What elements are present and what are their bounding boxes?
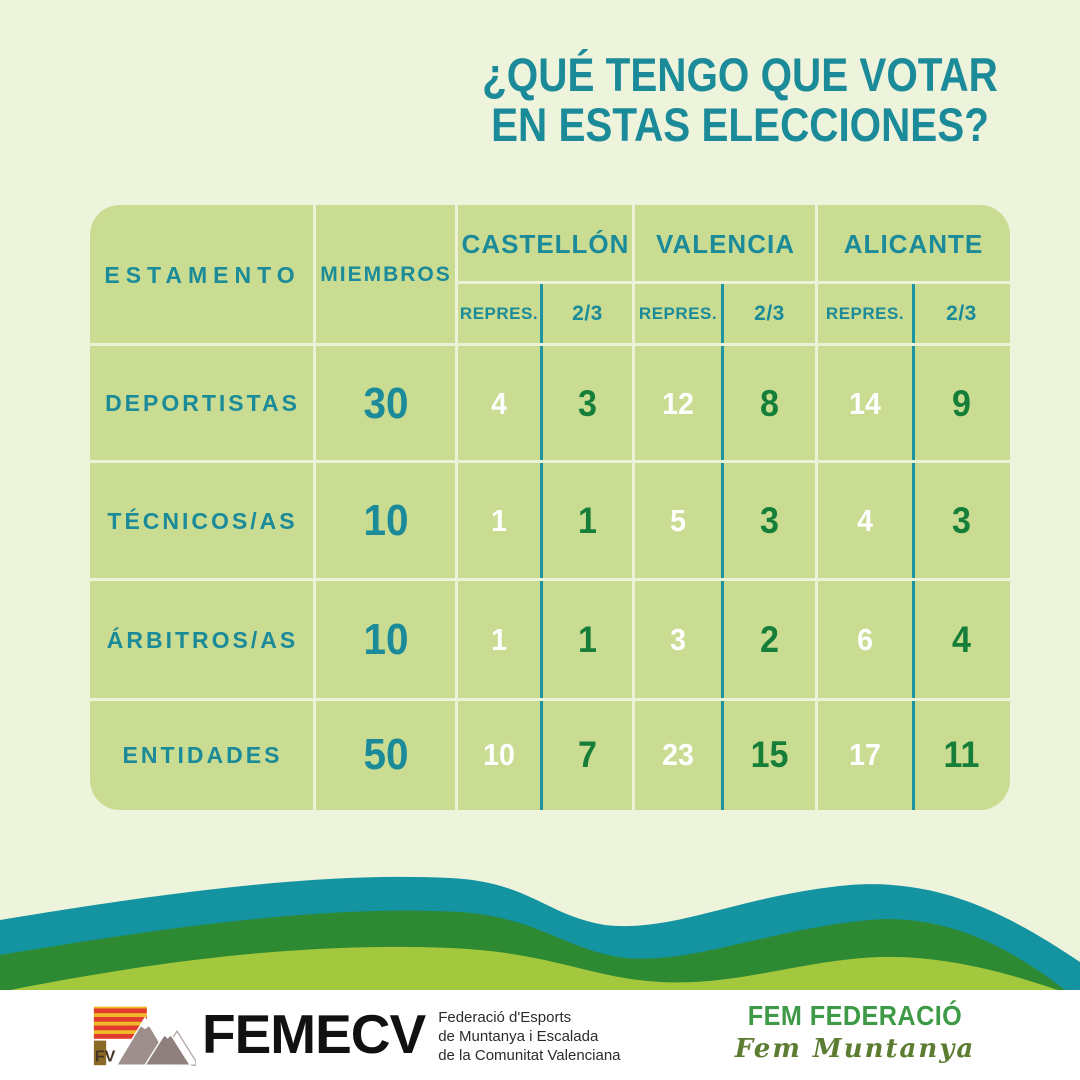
- column-header-estamento: ESTAMENTO: [104, 261, 301, 288]
- page-title-line2: EN ESTAS ELECCIONES?: [491, 98, 989, 151]
- cell-deportistas-castellon-twothirds: 3: [578, 382, 597, 424]
- femecv-description-line1: Federació d'Esports: [438, 1008, 572, 1026]
- cell-tecnicos-castellon-repres: 1: [491, 503, 507, 538]
- cell-arbitros-castellon-twothirds: 1: [578, 619, 597, 660]
- cell-tecnicos-valencia-repres: 5: [670, 503, 686, 538]
- femecv-description: Federació d'Esports de Muntanya i Escala…: [438, 1008, 620, 1065]
- cell-entidades-valencia-twothirds: 15: [750, 734, 789, 775]
- fem-federacio-slogan: FEM FEDERACIÓ Fem Muntanya: [730, 1000, 980, 1064]
- femecv-wordmark: FEMECV: [202, 1003, 426, 1065]
- cell-entidades-miembros: 50: [363, 730, 409, 779]
- cell-tecnicos-valencia-twothirds: 3: [760, 500, 779, 541]
- row-label-deportistas: DEPORTISTAS: [105, 390, 300, 416]
- svg-text:FV: FV: [95, 1047, 116, 1065]
- cell-entidades-castellon-repres: 10: [483, 737, 515, 772]
- cell-entidades-castellon-twothirds: 7: [578, 734, 597, 775]
- femecv-description-line3: de la Comunitat Valenciana: [438, 1046, 621, 1064]
- row-label-entidades: ENTIDADES: [122, 741, 283, 768]
- cell-deportistas-alicante-repres: 14: [849, 385, 881, 421]
- cell-tecnicos-alicante-twothirds: 3: [952, 500, 971, 541]
- subheader-valencia-repres: REPRES.: [638, 304, 718, 323]
- cell-arbitros-miembros: 10: [363, 615, 409, 664]
- footer: FV FEMECV Federació d'Esports de Muntany…: [0, 990, 1080, 1080]
- femecv-description-line2: de Muntanya i Escalada: [438, 1027, 599, 1045]
- representatives-table: ESTAMENTO MIEMBROS CASTELLÓN VALENCIA AL…: [90, 205, 1010, 810]
- cell-deportistas-valencia-repres: 12: [662, 385, 694, 421]
- page-title-line1: ¿QUÉ TENGO QUE VOTAR: [482, 48, 998, 101]
- subheader-valencia-twothirds: 2/3: [754, 302, 785, 325]
- subheader-alicante-repres: REPRES.: [825, 304, 905, 323]
- subheader-castellon-twothirds: 2/3: [572, 302, 603, 325]
- page-title: ¿QUÉ TENGO QUE VOTAR EN ESTAS ELECCIONES…: [420, 50, 1060, 150]
- cell-arbitros-alicante-repres: 6: [857, 622, 873, 657]
- cell-entidades-valencia-repres: 23: [662, 737, 694, 772]
- cell-arbitros-valencia-repres: 3: [670, 622, 686, 657]
- row-label-tecnicos: TÉCNICOS/AS: [107, 507, 298, 534]
- column-header-alicante: ALICANTE: [843, 228, 984, 259]
- cell-deportistas-valencia-twothirds: 8: [760, 382, 779, 424]
- cell-tecnicos-castellon-twothirds: 1: [578, 500, 597, 541]
- femecv-logo-icon: FV: [93, 1006, 196, 1066]
- cell-entidades-alicante-repres: 17: [849, 737, 881, 772]
- table-grid: ESTAMENTO MIEMBROS CASTELLÓN VALENCIA AL…: [90, 205, 1010, 810]
- subheader-castellon-repres: REPRES.: [459, 304, 539, 323]
- slogan-fem-federacio: FEM FEDERACIÓ: [747, 1000, 963, 1031]
- femecv-brand: FV FEMECV Federació d'Esports de Muntany…: [92, 1002, 621, 1066]
- cell-deportistas-castellon-repres: 4: [491, 385, 507, 421]
- cell-entidades-alicante-twothirds: 11: [943, 734, 980, 775]
- cell-arbitros-valencia-twothirds: 2: [760, 619, 779, 660]
- cell-arbitros-alicante-twothirds: 4: [952, 619, 971, 660]
- column-header-miembros: MIEMBROS: [320, 263, 452, 286]
- subheader-alicante-twothirds: 2/3: [946, 302, 977, 325]
- cell-arbitros-castellon-repres: 1: [491, 622, 507, 657]
- cell-tecnicos-alicante-repres: 4: [857, 503, 873, 538]
- cell-deportistas-alicante-twothirds: 9: [952, 382, 971, 424]
- cell-tecnicos-miembros: 10: [363, 496, 409, 545]
- column-header-castellon: CASTELLÓN: [461, 228, 630, 259]
- cell-deportistas-miembros: 30: [363, 378, 409, 428]
- row-label-arbitros: ÁRBITROS/AS: [106, 626, 299, 653]
- slogan-fem-muntanya: Fem Muntanya: [734, 1034, 976, 1064]
- column-header-valencia: VALENCIA: [656, 228, 795, 259]
